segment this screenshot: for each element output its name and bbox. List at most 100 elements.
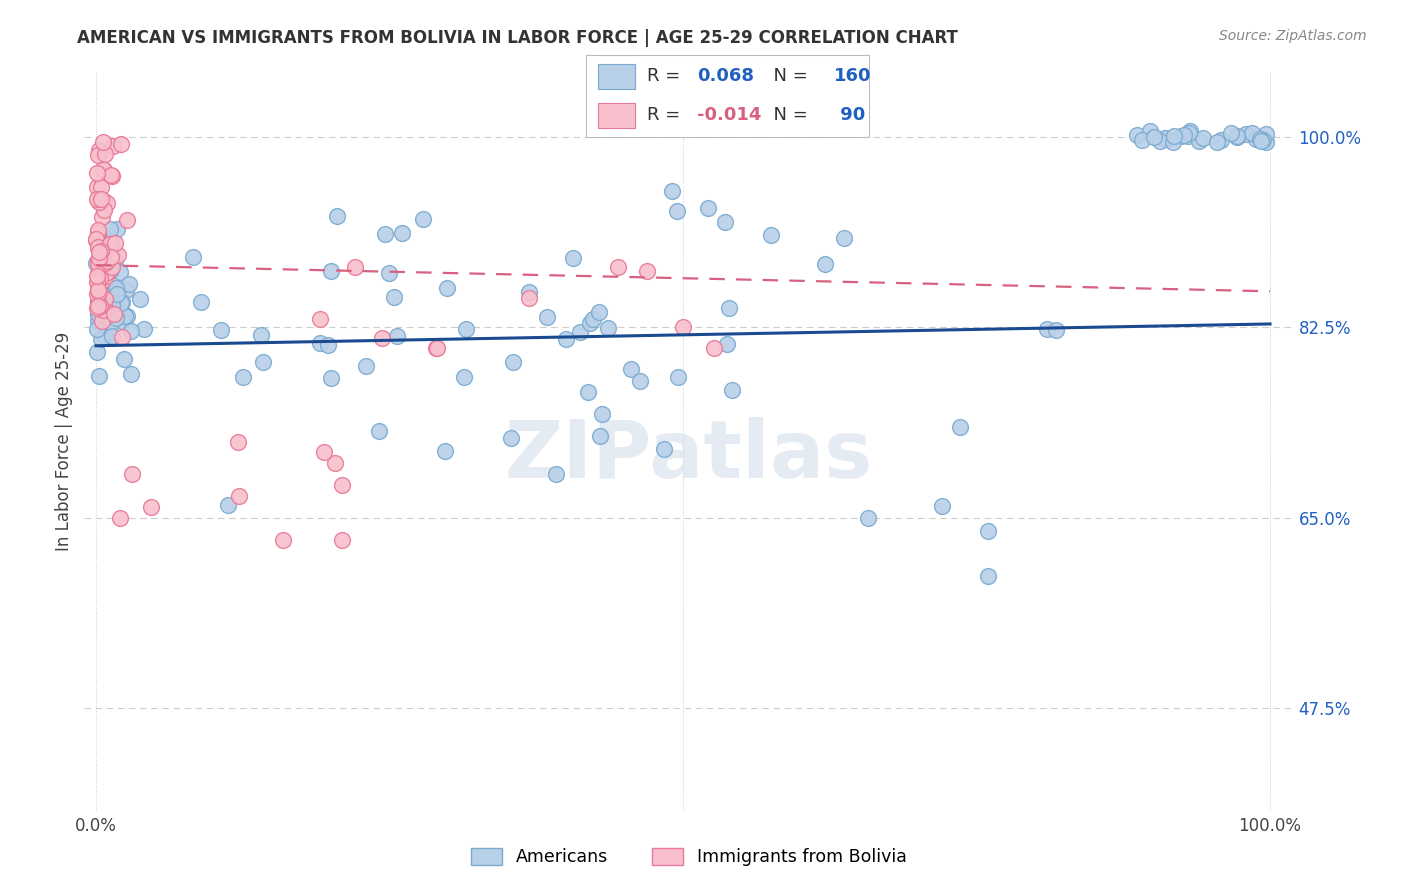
Point xyxy=(94,303,117,318)
Point xyxy=(86,307,108,321)
Point xyxy=(1254,127,1277,141)
Point xyxy=(426,342,449,356)
Point xyxy=(931,499,953,513)
Point xyxy=(87,226,110,240)
Point xyxy=(87,242,110,256)
Point xyxy=(128,292,150,306)
Point xyxy=(385,329,408,343)
Point xyxy=(101,260,124,274)
Point xyxy=(93,194,115,209)
Point xyxy=(87,294,110,309)
Point xyxy=(628,374,651,388)
Point xyxy=(121,467,143,482)
Point xyxy=(87,256,110,270)
Point xyxy=(1142,129,1164,144)
Point xyxy=(91,303,114,318)
Point xyxy=(94,266,117,280)
Point xyxy=(412,212,434,227)
Point xyxy=(104,253,127,268)
Point xyxy=(717,301,740,315)
Point xyxy=(96,195,118,210)
Point xyxy=(588,429,610,443)
Point xyxy=(554,332,576,346)
Point xyxy=(391,227,413,241)
Point xyxy=(312,445,335,459)
Bar xyxy=(598,103,636,128)
Point xyxy=(91,301,114,316)
Point xyxy=(94,260,117,275)
Point xyxy=(517,285,540,299)
Point xyxy=(90,192,112,206)
Point xyxy=(1251,133,1274,147)
Point xyxy=(579,316,602,330)
Point xyxy=(89,251,111,265)
Point xyxy=(89,299,111,313)
Text: N =: N = xyxy=(762,68,814,86)
Point xyxy=(86,294,108,309)
Point xyxy=(100,234,122,248)
Point xyxy=(86,307,108,321)
Point xyxy=(96,284,118,298)
Point xyxy=(1139,124,1161,138)
Point xyxy=(714,215,737,229)
Point xyxy=(696,201,718,215)
Point xyxy=(91,270,114,285)
Y-axis label: In Labor Force | Age 25-29: In Labor Force | Age 25-29 xyxy=(55,332,73,551)
Point xyxy=(87,294,110,309)
Point xyxy=(1153,131,1175,145)
Point xyxy=(111,314,134,328)
Point xyxy=(87,143,110,157)
Point xyxy=(832,231,855,245)
Point xyxy=(87,271,110,285)
Point xyxy=(94,269,117,284)
Point xyxy=(319,371,342,385)
Point xyxy=(588,305,610,319)
Point xyxy=(89,272,111,286)
Point xyxy=(374,227,396,241)
Point xyxy=(108,510,131,524)
Point xyxy=(100,168,122,182)
Text: -0.014: -0.014 xyxy=(697,106,762,124)
Point xyxy=(591,407,613,421)
Point xyxy=(1161,135,1184,149)
Point xyxy=(91,303,114,318)
Point xyxy=(271,533,294,547)
Point xyxy=(103,299,125,313)
Point xyxy=(115,283,138,297)
Point xyxy=(91,278,114,293)
Point xyxy=(86,269,108,284)
Point xyxy=(1192,131,1215,145)
Point xyxy=(86,147,108,161)
Point xyxy=(91,210,114,224)
Point xyxy=(87,295,110,310)
Point xyxy=(517,291,540,305)
Legend: Americans, Immigrants from Bolivia: Americans, Immigrants from Bolivia xyxy=(464,841,914,873)
Point xyxy=(118,277,141,291)
Point xyxy=(94,147,117,161)
Text: 0.068: 0.068 xyxy=(697,68,755,86)
Point xyxy=(249,327,271,342)
Point xyxy=(93,329,115,343)
Point xyxy=(101,329,124,343)
Point xyxy=(100,287,122,301)
Point xyxy=(209,323,232,337)
Point xyxy=(661,184,683,198)
Point xyxy=(325,456,347,470)
Point xyxy=(1154,131,1177,145)
Point xyxy=(1226,129,1249,144)
Point xyxy=(114,310,136,324)
Point xyxy=(87,225,110,239)
Point xyxy=(89,369,111,384)
Point xyxy=(112,351,135,366)
Point xyxy=(134,322,156,336)
Point xyxy=(86,192,108,206)
Point xyxy=(569,326,592,340)
Point xyxy=(93,162,115,177)
Point xyxy=(98,262,121,277)
Point xyxy=(87,257,110,271)
Point xyxy=(101,299,124,313)
Point xyxy=(115,213,138,227)
Point xyxy=(536,310,558,324)
Point xyxy=(232,370,254,384)
Point xyxy=(319,264,342,278)
